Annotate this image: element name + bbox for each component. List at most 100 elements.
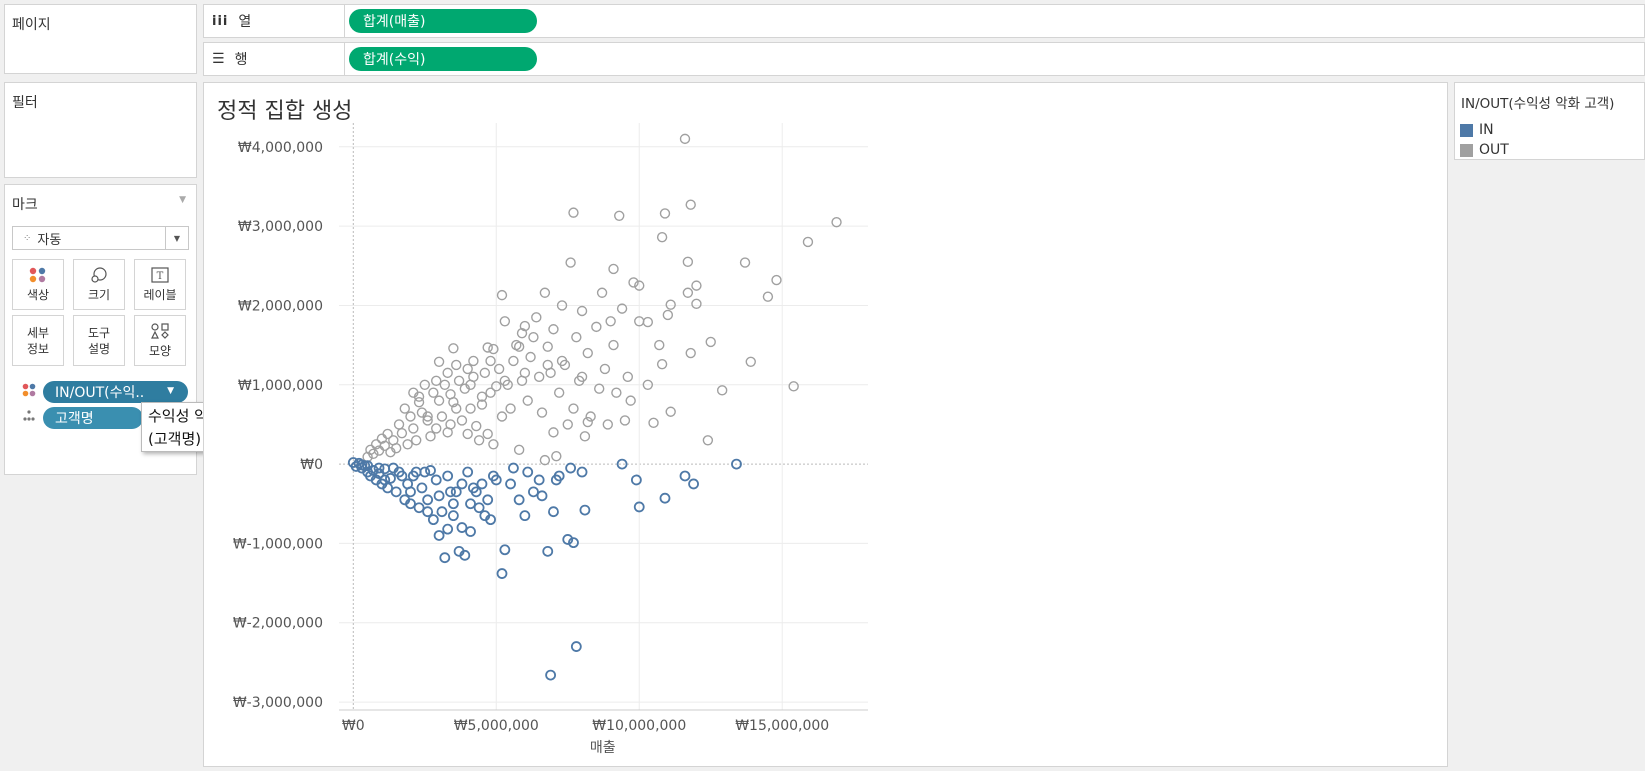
pill-dropdown-icon[interactable]: ▼ [167,386,174,396]
y-tick-label: ₩1,000,000 [238,378,323,394]
data-point-in [433,490,445,502]
data-point-in [482,494,494,506]
marks-title: 마크 [12,197,38,213]
detail-button[interactable]: 세부 정보 [12,315,64,366]
data-point-out [565,257,576,268]
data-point-out [431,423,442,434]
data-point-out [705,336,716,348]
data-point-out [685,347,696,359]
chevron-down-icon[interactable]: ▼ [165,227,188,249]
data-point-out [745,356,756,367]
y-tick-label: ₩-3,000,000 [233,695,323,711]
data-point-out [393,419,405,430]
data-point-in [387,462,399,474]
data-point-out [376,433,388,444]
data-point-in [459,549,471,561]
data-point-out [468,355,479,367]
tooltip-button[interactable]: 도구 설명 [73,315,125,366]
data-point-out [473,435,485,446]
columns-label: 열 [238,14,252,30]
data-point-out [628,277,639,288]
data-point-in [465,526,476,537]
data-point-out [451,359,462,371]
label-button[interactable]: T 레이블 [134,259,186,310]
data-point-in [542,545,554,557]
legend-label-in: IN [1479,122,1494,138]
data-point-out [568,403,579,414]
data-point-out [499,316,511,327]
text-label-icon: T [151,266,169,283]
data-point-out [405,411,416,422]
data-point-out [788,381,799,392]
x-tick-label: ₩0 [342,718,365,734]
data-point-in [731,458,742,470]
data-point-out [622,371,634,383]
data-point-out [556,355,568,367]
size-button[interactable]: 크기 [73,259,125,310]
shape-button-label: 모양 [148,343,172,358]
shape-icon [151,322,169,339]
data-point-out [634,316,645,327]
rows-label: 행 [234,52,248,68]
data-point-out [648,417,659,429]
legend-title: IN/OUT(수익성 악화 고객) [1461,96,1615,112]
data-point-out [448,397,459,408]
size-button-label: 크기 [87,287,111,302]
color-encoding-icon [22,383,36,397]
inout-set-pill[interactable]: IN/OUT(수익.. ▼ [43,381,188,403]
data-point-in [688,478,699,490]
data-point-out [442,427,453,438]
filters-panel[interactable]: 필터 [4,82,197,178]
rows-pill-profit[interactable]: 합계(수익) [349,47,537,71]
shape-button[interactable]: 모양 [134,315,186,366]
data-point-out [513,444,525,456]
data-point-in [562,534,574,545]
data-point-out [771,274,782,286]
data-point-out [531,312,542,323]
legend-item-in[interactable]: IN [1460,122,1494,138]
customer-name-pill[interactable]: 고객명 [43,407,143,429]
data-point-in [550,474,562,486]
data-point-out [442,367,453,379]
data-point-out [519,367,531,379]
data-point-in [419,466,431,478]
data-point-in [447,510,459,522]
data-point-out [436,411,448,422]
rows-shelf-label: ☰ 행 [204,43,345,75]
data-point-out [602,419,613,430]
data-point-out [476,399,488,410]
y-tick-label: ₩-1,000,000 [233,536,323,552]
data-point-out [539,454,551,466]
size-icon [91,266,107,283]
y-tick-label: ₩4,000,000 [238,140,323,156]
data-point-out [408,423,419,434]
scatter-chart[interactable]: ₩4,000,000 ₩3,000,000 ₩2,000,000 ₩1,000,000… [204,123,1447,763]
data-point-in [445,486,456,498]
data-point-in [373,462,385,474]
columns-pill-sales[interactable]: 합계(매출) [349,9,537,33]
detail-encoding-icon [23,410,35,421]
color-button-label: 색상 [26,287,50,302]
data-point-in [570,641,582,652]
data-point-in [519,510,531,522]
data-point-in [422,494,434,506]
data-point-out [448,343,459,354]
data-point-out [496,411,508,422]
data-point-out [465,403,476,414]
data-point-in [430,474,442,486]
sheet-title: 정적 집합 생성 [217,99,353,124]
legend-item-out[interactable]: OUT [1460,142,1509,158]
data-point-in [536,490,548,502]
tooltip-button-label: 도구 설명 [87,325,111,356]
data-point-out [665,299,676,310]
marks-menu-caret-icon[interactable]: ▼ [179,195,186,205]
data-point-out [616,303,628,314]
y-tick-label: ₩3,000,000 [238,219,323,235]
data-point-out [485,387,496,398]
data-point-out [625,395,636,406]
rows-shelf[interactable]: ☰ 행 합계(수익) [203,42,1645,76]
color-button[interactable]: 색상 [12,259,64,310]
data-point-out [576,305,588,317]
mark-type-dropdown[interactable]: ⁘ 자동 ▼ [12,226,189,250]
columns-shelf[interactable]: iii 열 합계(매출) [203,4,1645,38]
